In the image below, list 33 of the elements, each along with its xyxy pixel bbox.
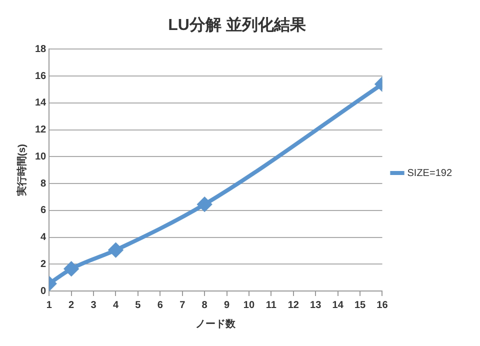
y-tick-label: 8 [40, 178, 47, 190]
y-tick-label: 2 [40, 258, 47, 270]
x-axis-title: ノード数 [196, 318, 237, 330]
point [64, 262, 78, 276]
x-tick-label: 5 [135, 300, 142, 311]
y-tick-label: 6 [40, 205, 47, 216]
y-tick-label: 18 [35, 44, 47, 55]
x-tick-label: 8 [202, 300, 208, 311]
x-tick-label: 14 [332, 300, 344, 311]
x-tick-label: 11 [266, 300, 277, 311]
chart-title: LU分解 並列化結果 [168, 16, 307, 34]
y-tick-label: 12 [35, 124, 47, 136]
y-tick-label: 0 [40, 286, 47, 297]
x-tick-label: 6 [157, 300, 164, 311]
x-tick-label: 12 [288, 300, 300, 311]
x-tick-label: 9 [224, 300, 230, 311]
point [108, 243, 123, 258]
x-tick-label: 10 [243, 300, 255, 311]
y-tick-label: 16 [35, 70, 47, 82]
point [198, 197, 212, 212]
x-tick-label: 13 [310, 300, 322, 311]
x-tick-label: 4 [112, 300, 119, 311]
x-tick-label: 7 [180, 300, 186, 311]
x-tick-label: 16 [376, 300, 388, 311]
y-axis-title: 実行時間(s) [16, 144, 28, 198]
x-tick-label: 1 [46, 300, 52, 311]
y-tick-label: 4 [40, 232, 47, 244]
x-tick-label: 15 [354, 300, 366, 311]
legend-label: SIZE=192 [407, 168, 452, 179]
x-tick-label: 2 [68, 300, 75, 311]
y-tick-label: 10 [35, 151, 47, 162]
x-tick-label: 3 [90, 300, 97, 311]
y-tick-label: 14 [35, 98, 47, 109]
